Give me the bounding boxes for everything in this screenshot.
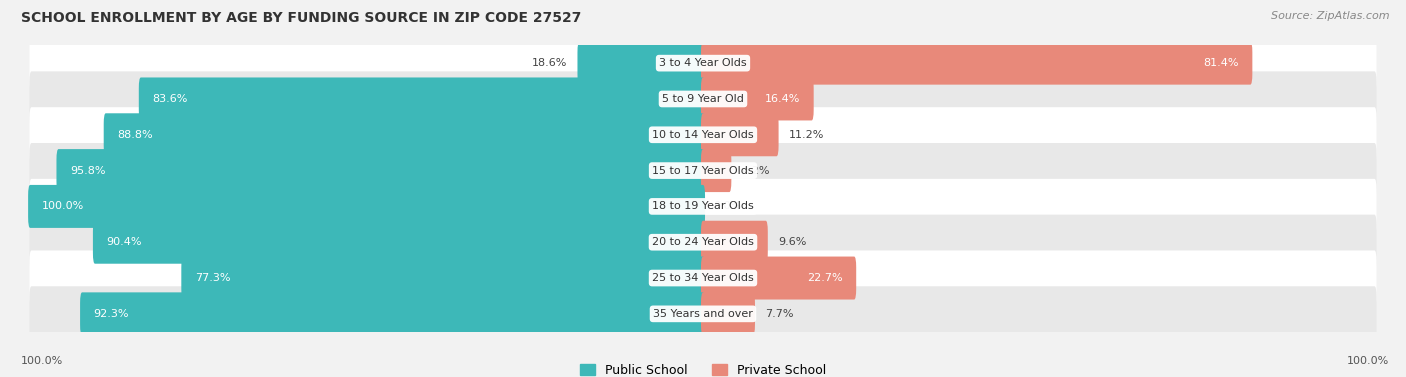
FancyBboxPatch shape — [30, 71, 1376, 127]
Text: 95.8%: 95.8% — [70, 166, 105, 176]
FancyBboxPatch shape — [30, 286, 1376, 342]
FancyBboxPatch shape — [104, 113, 704, 156]
Text: 25 to 34 Year Olds: 25 to 34 Year Olds — [652, 273, 754, 283]
FancyBboxPatch shape — [28, 185, 704, 228]
Text: 92.3%: 92.3% — [94, 309, 129, 319]
Text: 10 to 14 Year Olds: 10 to 14 Year Olds — [652, 130, 754, 140]
Text: Source: ZipAtlas.com: Source: ZipAtlas.com — [1271, 11, 1389, 21]
FancyBboxPatch shape — [139, 78, 704, 121]
Text: 22.7%: 22.7% — [807, 273, 842, 283]
Legend: Public School, Private School: Public School, Private School — [579, 364, 827, 377]
FancyBboxPatch shape — [702, 113, 779, 156]
Text: 100.0%: 100.0% — [1347, 356, 1389, 366]
FancyBboxPatch shape — [30, 250, 1376, 306]
FancyBboxPatch shape — [80, 293, 704, 336]
Text: 90.4%: 90.4% — [107, 237, 142, 247]
FancyBboxPatch shape — [702, 42, 1253, 85]
FancyBboxPatch shape — [702, 257, 856, 299]
Text: 100.0%: 100.0% — [42, 201, 84, 211]
Text: 81.4%: 81.4% — [1204, 58, 1239, 68]
Text: 11.2%: 11.2% — [789, 130, 824, 140]
FancyBboxPatch shape — [56, 149, 704, 192]
FancyBboxPatch shape — [30, 107, 1376, 162]
Text: 18.6%: 18.6% — [531, 58, 568, 68]
Text: 16.4%: 16.4% — [765, 94, 800, 104]
Text: 15 to 17 Year Olds: 15 to 17 Year Olds — [652, 166, 754, 176]
Text: 20 to 24 Year Olds: 20 to 24 Year Olds — [652, 237, 754, 247]
Text: 7.7%: 7.7% — [765, 309, 793, 319]
Text: 4.2%: 4.2% — [741, 166, 770, 176]
FancyBboxPatch shape — [702, 221, 768, 264]
Text: 9.6%: 9.6% — [778, 237, 806, 247]
FancyBboxPatch shape — [578, 42, 704, 85]
Text: 100.0%: 100.0% — [21, 356, 63, 366]
Text: 83.6%: 83.6% — [152, 94, 187, 104]
FancyBboxPatch shape — [702, 78, 814, 121]
Text: 3 to 4 Year Olds: 3 to 4 Year Olds — [659, 58, 747, 68]
FancyBboxPatch shape — [30, 35, 1376, 91]
FancyBboxPatch shape — [181, 257, 704, 299]
FancyBboxPatch shape — [702, 149, 731, 192]
FancyBboxPatch shape — [30, 179, 1376, 234]
Text: 5 to 9 Year Old: 5 to 9 Year Old — [662, 94, 744, 104]
Text: 0.0%: 0.0% — [713, 201, 741, 211]
FancyBboxPatch shape — [93, 221, 704, 264]
Text: 88.8%: 88.8% — [117, 130, 153, 140]
Text: 18 to 19 Year Olds: 18 to 19 Year Olds — [652, 201, 754, 211]
FancyBboxPatch shape — [30, 215, 1376, 270]
FancyBboxPatch shape — [30, 143, 1376, 198]
Text: 35 Years and over: 35 Years and over — [652, 309, 754, 319]
Text: SCHOOL ENROLLMENT BY AGE BY FUNDING SOURCE IN ZIP CODE 27527: SCHOOL ENROLLMENT BY AGE BY FUNDING SOUR… — [21, 11, 582, 25]
Text: 77.3%: 77.3% — [195, 273, 231, 283]
FancyBboxPatch shape — [702, 293, 755, 336]
